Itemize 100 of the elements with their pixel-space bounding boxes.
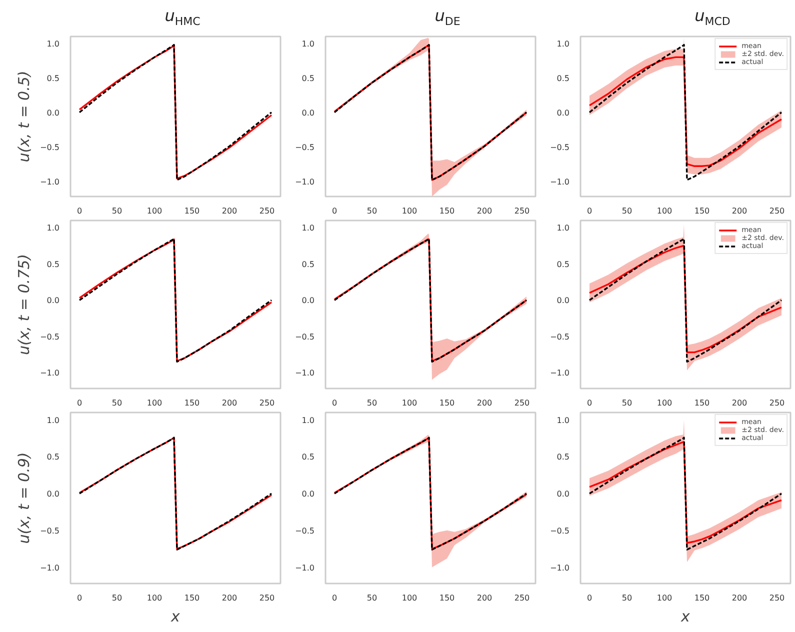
x-tick-label: 200 — [476, 594, 492, 602]
x-tick-label: 0 — [586, 398, 592, 408]
x-tick-label: 200 — [476, 206, 492, 216]
y-tick-label: −0.5 — [550, 526, 570, 536]
x-tick-label: 100 — [402, 398, 418, 408]
y-tick-label: 0.5 — [46, 260, 60, 269]
y-tick-label: 1.0 — [302, 416, 315, 425]
y-tick-label: −1.0 — [40, 177, 60, 186]
x-tick-label: 0 — [76, 594, 82, 602]
x-tick-label: 250 — [514, 206, 530, 216]
y-tick-label: 0.0 — [46, 296, 60, 306]
y-tick-label: 0.0 — [302, 490, 315, 499]
x-tick-label: 50 — [366, 594, 378, 602]
x-tick-label: 100 — [656, 594, 672, 602]
x-axis-title: x — [170, 608, 180, 626]
y-tick-label: −1.0 — [550, 177, 570, 186]
x-tick-label: 250 — [769, 398, 785, 408]
x-tick-label: 150 — [439, 398, 455, 408]
y-tick-label: −1.0 — [295, 563, 315, 572]
y-tick-label: −0.5 — [550, 332, 570, 342]
y-tick-label: −1.0 — [550, 563, 570, 572]
x-tick-label: 200 — [476, 398, 492, 408]
y-tick-label: 0.0 — [556, 490, 570, 499]
y-tick-label: 0.0 — [302, 108, 315, 118]
x-tick-label: 200 — [222, 398, 238, 408]
x-tick-label: 100 — [656, 398, 672, 408]
x-tick-label: 200 — [222, 206, 238, 216]
x-tick-label: 50 — [112, 398, 122, 408]
x-tick-label: 150 — [184, 398, 200, 408]
y-tick-label: −1.0 — [40, 368, 60, 378]
y-tick-label: 0.5 — [46, 452, 60, 462]
y-tick-label: 0.5 — [46, 74, 60, 83]
x-tick-label: 50 — [366, 398, 378, 408]
x-tick-label: 50 — [112, 206, 122, 216]
y-tick-label: 0.5 — [302, 452, 315, 462]
x-tick-label: 50 — [622, 398, 632, 408]
x-tick-label: 100 — [146, 206, 162, 216]
y-tick-label: 0.0 — [302, 296, 315, 306]
y-tick-label: 0.5 — [302, 260, 315, 269]
x-tick-label: 200 — [222, 594, 238, 602]
x-tick-label: 200 — [732, 206, 748, 216]
y-tick-label: −0.5 — [295, 526, 315, 536]
chart-title: u$_{HMC}$ — [164, 6, 200, 28]
y-tick-label: −0.5 — [40, 142, 60, 152]
x-tick-label: 0 — [332, 594, 338, 602]
y-tick-label: 1.0 — [302, 39, 315, 48]
y-tick-label: 1.0 — [46, 416, 60, 425]
x-tick-label: 0 — [586, 594, 592, 602]
x-tick-label: 50 — [366, 206, 378, 216]
x-tick-label: 100 — [146, 594, 162, 602]
y-tick-label: 1.0 — [302, 224, 315, 233]
y-tick-label: 1.0 — [556, 416, 570, 425]
y-tick-label: −1.0 — [295, 368, 315, 378]
x-tick-label: 100 — [146, 398, 162, 408]
y-tick-label: −1.0 — [40, 563, 60, 572]
x-tick-label: 150 — [694, 398, 710, 408]
y-tick-label: 0.0 — [46, 108, 60, 118]
y-axis-title: u(x, t = 0.5) — [15, 70, 34, 162]
x-tick-label: 0 — [332, 398, 338, 408]
x-tick-label: 250 — [769, 206, 785, 216]
y-tick-label: 0.0 — [556, 296, 570, 306]
x-tick-label: 200 — [732, 398, 748, 408]
y-tick-label: 1.0 — [46, 224, 60, 233]
x-tick-label: 250 — [769, 594, 785, 602]
y-tick-label: 0.5 — [556, 260, 570, 269]
y-axis-title: u(x, t = 0.9) — [15, 452, 34, 544]
x-tick-label: 50 — [622, 594, 632, 602]
x-tick-label: 150 — [694, 206, 710, 216]
x-tick-label: 250 — [514, 398, 530, 408]
y-tick-label: 1.0 — [46, 39, 60, 48]
y-tick-label: 0.0 — [46, 490, 60, 499]
x-tick-label: 250 — [514, 594, 530, 602]
x-tick-label: 100 — [402, 594, 418, 602]
y-tick-label: −0.5 — [40, 526, 60, 536]
chart-title: u$_{MCD}$ — [694, 6, 730, 28]
x-tick-label: 150 — [694, 594, 710, 602]
x-tick-label: 250 — [259, 594, 275, 602]
x-tick-label: 50 — [112, 594, 122, 602]
x-tick-label: 100 — [656, 206, 672, 216]
x-tick-label: 0 — [332, 206, 338, 216]
x-tick-label: 250 — [259, 398, 275, 408]
y-tick-label: 0.0 — [556, 108, 570, 118]
y-tick-label: 0.5 — [556, 452, 570, 462]
x-tick-label: 150 — [184, 206, 200, 216]
x-axis-title: x — [680, 608, 690, 626]
y-tick-label: −1.0 — [550, 368, 570, 378]
y-tick-label: 1.0 — [556, 224, 570, 233]
chart-title: u$_{DE}$ — [434, 6, 460, 28]
y-tick-label: −0.5 — [40, 332, 60, 342]
y-tick-label: −0.5 — [550, 142, 570, 152]
x-tick-label: 0 — [76, 206, 82, 216]
x-tick-label: 250 — [259, 206, 275, 216]
y-tick-label: −1.0 — [295, 177, 315, 186]
x-tick-label: 150 — [439, 594, 455, 602]
y-tick-label: −0.5 — [295, 332, 315, 342]
x-tick-label: 150 — [184, 594, 200, 602]
y-tick-label: 0.5 — [556, 74, 570, 83]
x-tick-label: 0 — [586, 206, 592, 216]
x-tick-label: 50 — [622, 206, 632, 216]
x-tick-label: 0 — [76, 398, 82, 408]
